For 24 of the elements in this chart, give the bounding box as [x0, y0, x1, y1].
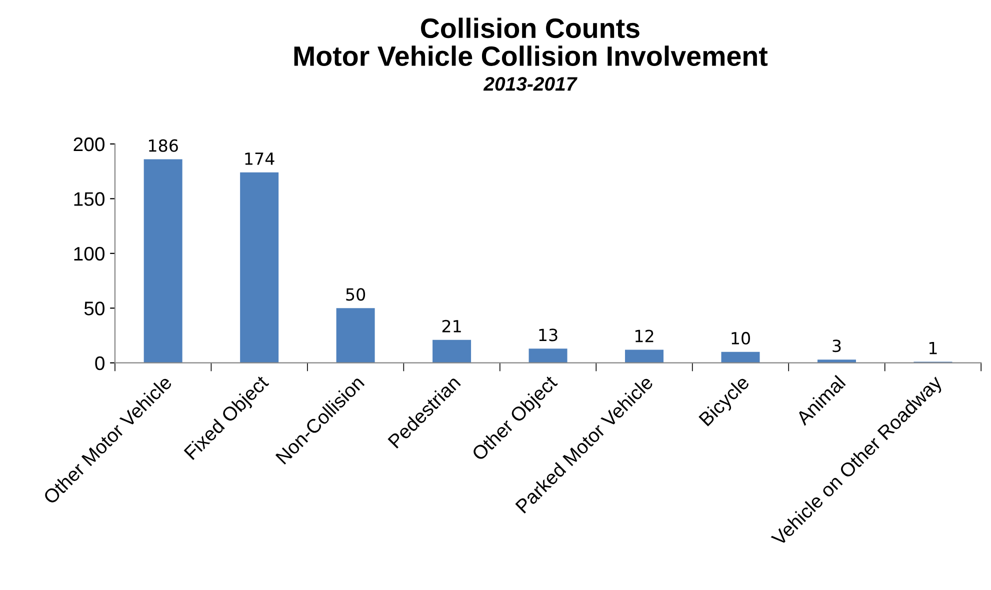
y-tick-label: 50: [84, 302, 104, 316]
data-label: 3: [832, 340, 841, 352]
data-label: 186: [149, 139, 178, 152]
chart-subtitle: 2013-2017: [483, 77, 578, 91]
bar: [144, 159, 182, 363]
data-label: 50: [346, 288, 366, 301]
bar: [240, 172, 279, 363]
bar: [625, 350, 664, 363]
y-tick-label: 200: [74, 137, 104, 152]
bar: [432, 340, 472, 363]
y-tick-label: 150: [74, 192, 104, 206]
data-label: 1: [930, 342, 937, 354]
y-tick-label: 0: [95, 356, 104, 370]
data-label: 174: [245, 152, 274, 165]
data-label: 21: [442, 320, 461, 332]
bar: [721, 352, 760, 363]
bar: [528, 348, 568, 363]
bar: [336, 308, 375, 363]
data-label: 13: [539, 328, 558, 342]
chart-title: Collision Counts Motor Vehicle Collision Involvement: [294, 18, 768, 66]
data-label: 12: [635, 330, 654, 342]
data-label: 10: [732, 332, 750, 345]
y-tick-label: 100: [74, 246, 104, 261]
bar: [817, 360, 856, 363]
